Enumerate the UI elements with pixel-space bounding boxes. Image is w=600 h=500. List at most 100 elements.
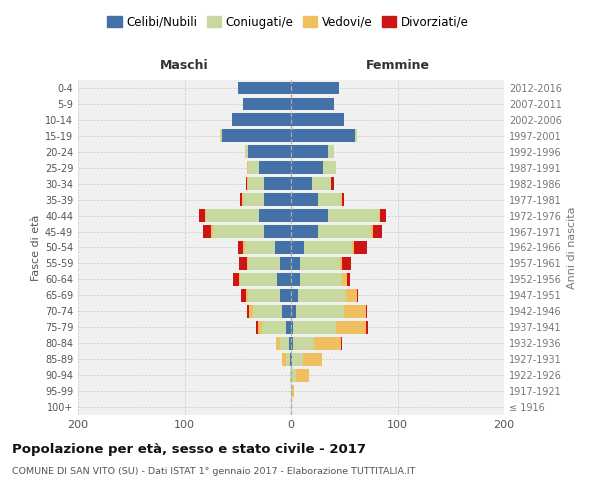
Bar [331, 178, 334, 190]
Bar [241, 289, 246, 302]
Bar [280, 257, 291, 270]
Bar [291, 82, 339, 94]
Bar [247, 178, 248, 190]
Bar [291, 178, 313, 190]
Bar [239, 273, 240, 286]
Bar [243, 241, 245, 254]
Bar [245, 241, 275, 254]
Bar [296, 368, 309, 382]
Bar [341, 337, 342, 349]
Bar [246, 178, 247, 190]
Bar [293, 321, 336, 334]
Bar [328, 209, 379, 222]
Bar [292, 384, 294, 398]
Bar [291, 114, 344, 126]
Bar [290, 368, 291, 382]
Bar [296, 305, 344, 318]
Bar [265, 225, 291, 238]
Bar [313, 178, 331, 190]
Bar [379, 209, 380, 222]
Bar [342, 273, 347, 286]
Bar [240, 273, 277, 286]
Bar [259, 209, 291, 222]
Bar [354, 241, 367, 254]
Bar [291, 305, 296, 318]
Bar [283, 353, 286, 366]
Bar [233, 273, 239, 286]
Bar [253, 305, 283, 318]
Bar [248, 257, 280, 270]
Bar [248, 162, 259, 174]
Bar [291, 130, 355, 142]
Bar [248, 146, 291, 158]
Bar [242, 194, 243, 206]
Bar [299, 273, 342, 286]
Bar [380, 209, 386, 222]
Bar [303, 353, 322, 366]
Bar [277, 273, 291, 286]
Bar [341, 194, 342, 206]
Text: Femmine: Femmine [365, 60, 430, 72]
Bar [265, 194, 291, 206]
Bar [317, 194, 341, 206]
Bar [291, 273, 299, 286]
Bar [317, 225, 371, 238]
Bar [342, 194, 344, 206]
Bar [247, 162, 248, 174]
Bar [304, 241, 352, 254]
Bar [205, 209, 206, 222]
Bar [280, 337, 289, 349]
Bar [342, 257, 350, 270]
Bar [291, 257, 299, 270]
Bar [336, 321, 365, 334]
Bar [289, 337, 291, 349]
Bar [293, 337, 314, 349]
Bar [291, 194, 317, 206]
Bar [291, 289, 298, 302]
Bar [344, 305, 365, 318]
Bar [371, 225, 373, 238]
Bar [240, 194, 242, 206]
Legend: Celibi/Nubili, Coniugati/e, Vedovi/e, Divorziati/e: Celibi/Nubili, Coniugati/e, Vedovi/e, Di… [103, 11, 473, 34]
Bar [250, 305, 253, 318]
Bar [286, 353, 290, 366]
Bar [222, 130, 291, 142]
Bar [256, 321, 258, 334]
Y-axis label: Anni di nascita: Anni di nascita [567, 206, 577, 288]
Bar [286, 321, 291, 334]
Bar [291, 337, 293, 349]
Bar [258, 321, 262, 334]
Bar [238, 82, 291, 94]
Bar [291, 225, 317, 238]
Bar [211, 225, 213, 238]
Bar [291, 384, 292, 398]
Bar [247, 257, 248, 270]
Bar [323, 162, 336, 174]
Bar [347, 273, 350, 286]
Bar [203, 225, 211, 238]
Bar [262, 321, 286, 334]
Bar [365, 305, 367, 318]
Bar [290, 353, 291, 366]
Bar [243, 98, 291, 110]
Bar [291, 146, 328, 158]
Bar [245, 146, 248, 158]
Bar [340, 257, 342, 270]
Bar [238, 241, 243, 254]
Bar [265, 178, 291, 190]
Bar [291, 98, 334, 110]
Bar [280, 289, 291, 302]
Bar [346, 289, 357, 302]
Bar [275, 241, 291, 254]
Bar [220, 130, 222, 142]
Bar [291, 241, 304, 254]
Bar [357, 289, 358, 302]
Bar [355, 130, 357, 142]
Text: Popolazione per età, sesso e stato civile - 2017: Popolazione per età, sesso e stato civil… [12, 442, 366, 456]
Bar [248, 178, 265, 190]
Bar [246, 289, 248, 302]
Bar [299, 257, 340, 270]
Bar [373, 225, 382, 238]
Bar [248, 289, 280, 302]
Bar [291, 162, 323, 174]
